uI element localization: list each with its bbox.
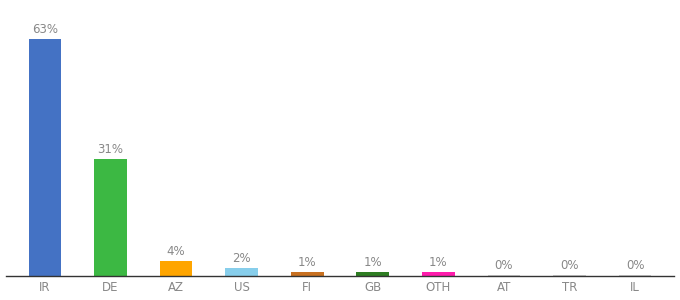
Text: 1%: 1% <box>429 256 447 269</box>
Text: 31%: 31% <box>97 143 124 157</box>
Bar <box>160 261 192 276</box>
Text: 4%: 4% <box>167 245 186 258</box>
Bar <box>94 160 127 276</box>
Bar <box>553 275 586 276</box>
Bar <box>422 272 455 276</box>
Bar <box>356 272 389 276</box>
Text: 0%: 0% <box>494 259 513 272</box>
Text: 0%: 0% <box>626 259 645 272</box>
Bar <box>29 39 61 276</box>
Bar <box>291 272 324 276</box>
Text: 0%: 0% <box>560 259 579 272</box>
Bar <box>619 275 651 276</box>
Bar <box>488 275 520 276</box>
Text: 63%: 63% <box>32 23 58 36</box>
Text: 2%: 2% <box>233 252 251 266</box>
Bar <box>225 268 258 276</box>
Text: 1%: 1% <box>364 256 382 269</box>
Text: 1%: 1% <box>298 256 316 269</box>
